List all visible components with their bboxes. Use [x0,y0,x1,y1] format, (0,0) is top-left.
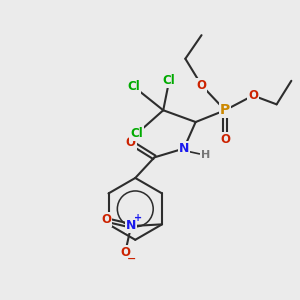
Text: Cl: Cl [128,80,140,93]
Text: O: O [120,246,130,259]
Text: O: O [126,136,136,149]
Text: P: P [220,103,230,117]
Text: −: − [127,254,136,264]
Text: O: O [220,133,230,146]
Text: N: N [179,142,189,155]
Text: O: O [248,89,258,102]
Text: O: O [101,213,111,226]
Text: Cl: Cl [163,74,175,87]
Text: O: O [196,79,206,92]
Text: +: + [134,214,142,224]
Text: N: N [126,219,136,232]
Text: H: H [201,150,210,160]
Text: Cl: Cl [130,127,143,140]
